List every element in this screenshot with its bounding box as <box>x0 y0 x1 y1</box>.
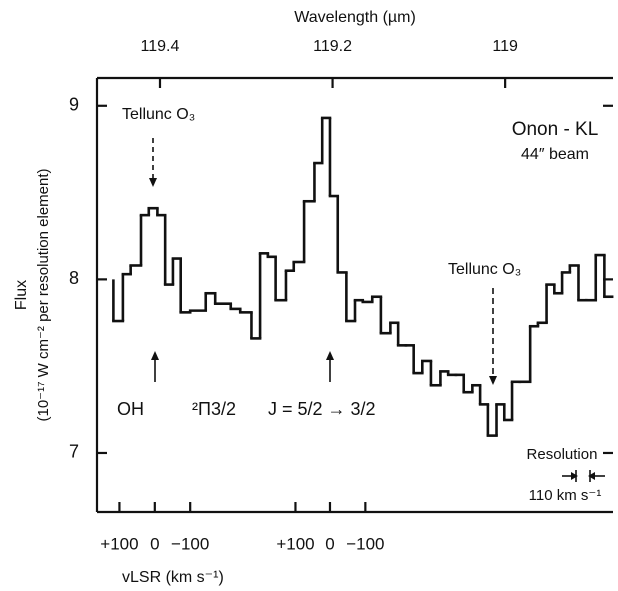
annotation: Resolution <box>527 446 598 463</box>
bottom-tick-label: +100 <box>100 534 138 553</box>
arrows <box>149 138 605 482</box>
annotation: Tellunc O₃ <box>122 106 195 123</box>
bottom-tick-label: 0 <box>150 534 159 553</box>
top-tick-label: 119.2 <box>313 38 352 55</box>
y-tick-label: 8 <box>69 268 79 288</box>
annotation: 110 km s⁻¹ <box>529 487 602 504</box>
bottom-axis-title: vLSR (km s⁻¹) <box>122 569 224 586</box>
y-tick-label: 7 <box>69 442 79 462</box>
top-axis-title: Wavelength (µm) <box>294 9 416 26</box>
annotation: Tellunc O₃ <box>448 261 521 278</box>
bottom-tick-label: −100 <box>346 534 384 553</box>
y-axis-title: Flux <box>13 280 30 310</box>
y-axis-units: (10⁻¹⁷ W cm⁻² per resolution element) <box>35 168 52 421</box>
bottom-tick-label: 0 <box>325 534 334 553</box>
annotation: ²Π3/2 <box>192 399 236 419</box>
bottom-tick-label: +100 <box>276 534 314 553</box>
bottom-tick-label: −100 <box>171 534 209 553</box>
top-tick-label: 119 <box>492 38 518 55</box>
annotation: OH <box>117 399 144 419</box>
annotation: J = 5/2 → 3/2 <box>268 399 376 419</box>
annotation: Onon - KL <box>512 119 599 140</box>
top-tick-label: 119.4 <box>141 38 180 55</box>
frame <box>95 76 613 514</box>
y-tick-label: 9 <box>69 95 79 115</box>
annotation: 44″ beam <box>521 146 589 163</box>
